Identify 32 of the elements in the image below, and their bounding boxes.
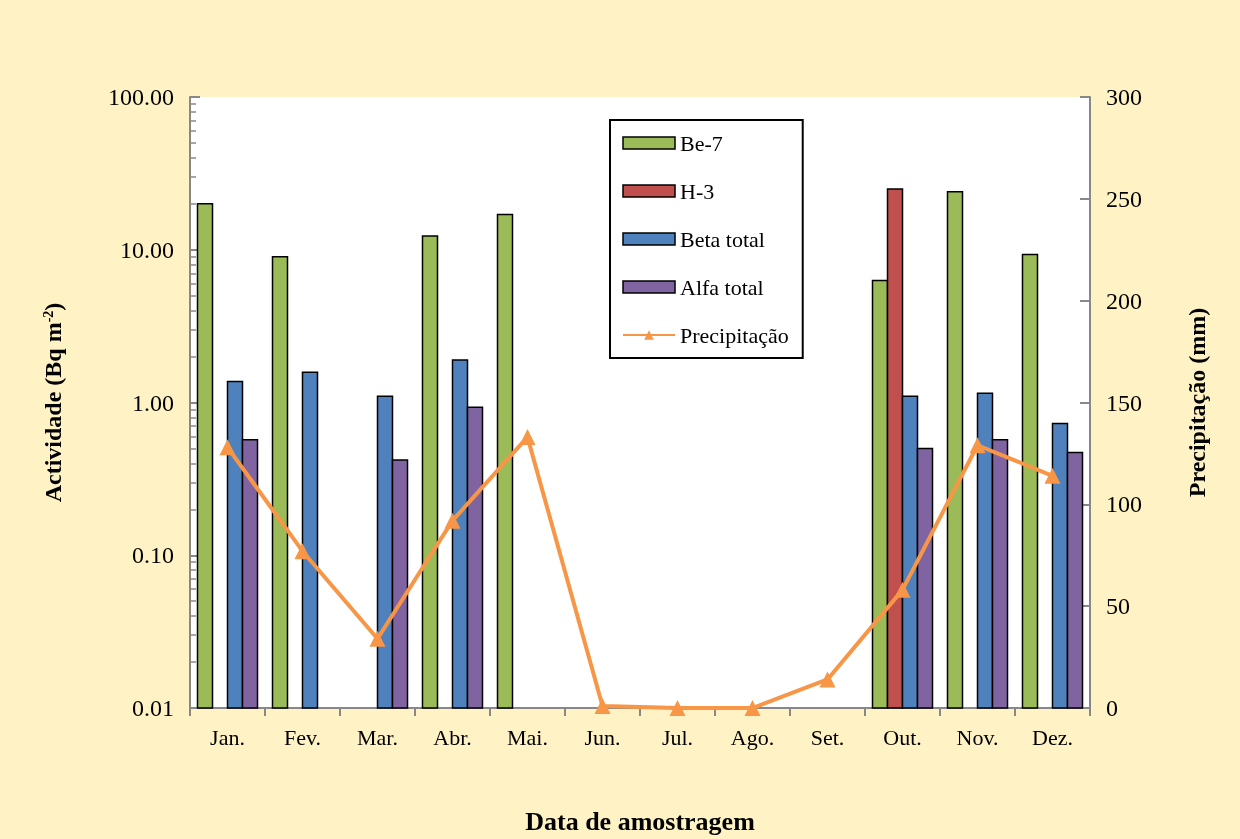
legend-label: Precipitação: [680, 322, 789, 348]
y2-tick-label: 200: [1106, 287, 1142, 314]
x-tick-label: Mai.: [507, 724, 548, 750]
x-tick-label: Jul.: [661, 724, 694, 750]
y-axis-title: Actividade (Bq m-2): [40, 302, 66, 503]
x-tick-label: Jan.: [210, 724, 245, 750]
legend-label: Alfa total: [680, 274, 764, 300]
x-tick-label: Abr.: [433, 724, 472, 750]
x-tick-label: Mar.: [357, 724, 398, 750]
legend-label: Beta total: [680, 226, 765, 252]
y2-tick-label: 50: [1106, 593, 1130, 620]
y2-tick-label: 300: [1106, 84, 1142, 110]
y-tick-label: 10.00: [120, 236, 174, 263]
y2-tick-label: 250: [1106, 185, 1142, 212]
y-tick-label: 1.00: [132, 389, 174, 416]
legend-label: Be-7: [680, 130, 723, 156]
x-tick-label: Nov.: [956, 724, 999, 750]
y-tick-label: 0.10: [132, 542, 174, 569]
y2-tick-label: 0: [1106, 695, 1118, 721]
x-tick-label: Out.: [883, 724, 922, 750]
x-tick-label: Set.: [810, 724, 845, 750]
x-axis-title: Data de amostragem: [525, 806, 756, 836]
y2-tick-label: 150: [1106, 389, 1142, 416]
y-tick-label: 100.00: [108, 84, 174, 110]
x-tick-label: Fev.: [283, 724, 322, 750]
x-tick-label: Jun.: [584, 724, 621, 750]
y2-tick-label: 100: [1106, 491, 1142, 518]
x-tick-label: Ago.: [730, 724, 775, 750]
y-tick-label: 0.01: [132, 695, 174, 721]
x-tick-label: Dez.: [1032, 724, 1073, 750]
y2-axis-title: Precipitação (mm): [1184, 307, 1210, 498]
legend-label: H-3: [680, 178, 715, 204]
